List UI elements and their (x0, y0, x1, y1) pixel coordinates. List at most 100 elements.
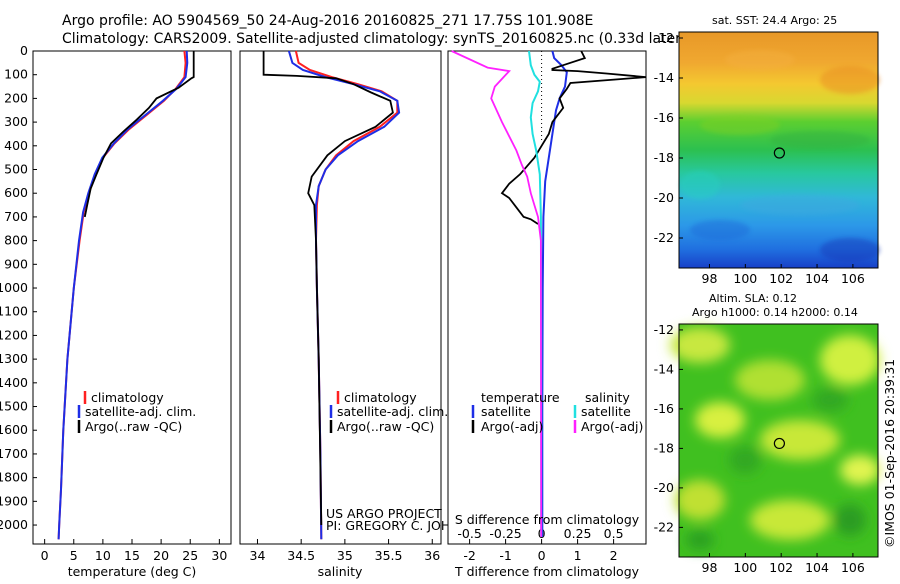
lat-tick-label: -16 (654, 110, 674, 125)
series-argo-raw-qc- (262, 51, 394, 526)
y-tick-label: 1400 (0, 375, 28, 390)
imos-timestamp: ©IMOS 01-Sep-2016 20:39:31 (882, 359, 897, 548)
y-tick-label: 800 (4, 233, 28, 248)
legend-clim-label: climatology (344, 390, 417, 405)
sst-map-panel: sat. SST: 24.4 Argo: 25 98 100 102 104 106 -1… (654, 14, 880, 286)
t-difference-label: T difference from climatology (454, 564, 640, 579)
temperature-xlabel: temperature (deg C) (68, 564, 197, 579)
series-argo-raw-qc- (83, 51, 195, 218)
series-temperature-satellite (541, 50, 568, 537)
series-salinity-argo-adj- (451, 50, 543, 537)
lat-tick-label: -16 (654, 401, 674, 416)
lat-tick-label: -18 (654, 440, 674, 455)
lon-tick-label: 100 (733, 560, 757, 575)
legend-t-sat-label: satellite (481, 404, 531, 419)
x-tick-label: 25 (182, 548, 198, 563)
x-tick-label: 34 (250, 548, 266, 563)
salinity-xlabel: salinity (318, 564, 363, 579)
lon-tick-label: 98 (702, 560, 718, 575)
x-tick-label: 0 (41, 548, 49, 563)
lat-tick-label: -12 (654, 322, 674, 337)
legend-argo-label: Argo(..raw -QC) (337, 419, 434, 434)
y-tick-label: 1000 (0, 280, 28, 295)
x-tick-label: 10 (95, 548, 111, 563)
lon-tick-label: 102 (769, 271, 793, 286)
sst-texture (680, 50, 880, 262)
temperature-legend: climatology satellite-adj. clim. Argo(..… (77, 390, 196, 434)
sst-map-axes: 98 100 102 104 106 -12 -14 -16 -18 -20 -22 (654, 30, 865, 286)
legend-clim-label: climatology (91, 390, 164, 405)
x-tick-label: -2 (463, 548, 475, 563)
difference-plot-frame (447, 50, 647, 545)
x-tick-label: 30 (211, 548, 227, 563)
lat-tick-label: -22 (654, 519, 674, 534)
sla-map-frame (678, 323, 879, 558)
pressure-axis: 0 100 200 300 400 500 600 700 800 900 1000 1100 1200… (0, 43, 37, 532)
s-tick-label: -0.25 (489, 526, 521, 541)
s-tick-label: 0.25 (564, 526, 592, 541)
t-difference-axis: -2 -1 0 1 2 (463, 539, 618, 563)
y-tick-label: 1300 (0, 351, 28, 366)
x-tick-label: 0 (538, 548, 546, 563)
credit-pi: PI: GREGORY C. JOHNSON (326, 518, 487, 533)
y-tick-label: 2000 (0, 517, 28, 532)
x-tick-label: 5 (70, 548, 78, 563)
y-tick-label: 1100 (0, 304, 28, 319)
y-tick-label: 1700 (0, 446, 28, 461)
s-tick-label: -0.5 (457, 526, 481, 541)
legend-temperature-title: temperature (481, 390, 560, 405)
sla-map-subtitle: Argo h1000: 0.14 h2000: 0.14 (692, 306, 858, 319)
title-line-2: Climatology: CARS2009. Satellite-adjuste… (62, 31, 686, 47)
temperature-panel: 0100200300400500600700800900100011001200… (0, 43, 232, 579)
lat-tick-label: -14 (654, 361, 674, 376)
salinity-axis: 34 34.5 35 35.5 36 (250, 539, 440, 563)
y-tick-label: 1800 (0, 470, 28, 485)
credit-project: US ARGO PROJECT (326, 506, 442, 521)
lon-tick-label: 104 (805, 271, 829, 286)
y-tick-label: 700 (4, 209, 28, 224)
lat-tick-label: -12 (654, 30, 674, 45)
difference-series (451, 50, 647, 537)
temperature-axis: 0 5 10 15 20 25 30 (41, 539, 227, 563)
y-tick-label: 100 (4, 67, 28, 82)
s-tick-label: 0.5 (604, 526, 624, 541)
sla-map-panel: Altim. SLA: 0.12 Argo h1000: 0.14 h2000:… (654, 292, 880, 575)
difference-legend: temperature salinity satellite Argo(-adj… (471, 390, 643, 434)
y-tick-label: 600 (4, 185, 28, 200)
sla-map-title: Altim. SLA: 0.12 (709, 292, 797, 305)
x-tick-label: 15 (124, 548, 140, 563)
x-tick-label: -1 (499, 548, 511, 563)
lon-tick-label: 106 (841, 271, 865, 286)
sst-map-frame (678, 31, 879, 269)
y-tick-label: 0 (20, 43, 28, 58)
lat-tick-label: -22 (654, 230, 674, 245)
lat-tick-label: -20 (654, 480, 674, 495)
x-tick-label: 20 (153, 548, 169, 563)
salinity-series (262, 50, 401, 540)
series-salinity-satellite (528, 50, 543, 537)
y-tick-label: 1500 (0, 399, 28, 414)
y-tick-label: 400 (4, 138, 28, 153)
y-tick-label: 200 (4, 90, 28, 105)
lat-tick-label: -20 (654, 190, 674, 205)
salinity-plot-frame (239, 50, 442, 545)
temperature-plot-frame (32, 50, 232, 545)
salinity-panel: 34 34.5 35 35.5 36 salinity climatology sate… (239, 50, 487, 579)
lat-tick-label: -14 (654, 70, 674, 85)
sla-texture (670, 327, 880, 550)
x-tick-label: 34.5 (287, 548, 315, 563)
lon-tick-label: 102 (769, 560, 793, 575)
lon-tick-label: 104 (805, 560, 829, 575)
difference-panel: -2 -1 0 1 2 -0.5 -0.25 0 0.25 0.5 S difference f… (447, 50, 647, 579)
argo-position-marker (773, 147, 785, 159)
s-difference-label: S difference from climatology (455, 512, 640, 527)
lon-tick-label: 100 (733, 271, 757, 286)
x-tick-label: 2 (610, 548, 618, 563)
y-tick-label: 900 (4, 256, 28, 271)
series-temperature-argo-adj- (500, 50, 647, 225)
salinity-legend: climatology satellite-adj. clim. Argo(..… (329, 390, 448, 434)
y-tick-label: 500 (4, 162, 28, 177)
legend-sat-label: satellite-adj. clim. (337, 404, 448, 419)
sst-map-title: sat. SST: 24.4 Argo: 25 (712, 14, 837, 27)
